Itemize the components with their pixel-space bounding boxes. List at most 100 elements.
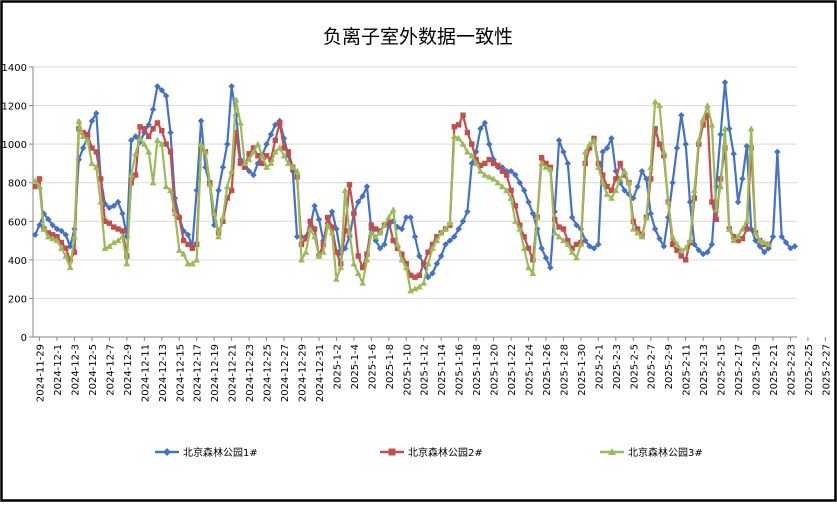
data-point <box>586 140 594 147</box>
data-point <box>459 218 467 225</box>
data-point <box>127 171 135 178</box>
data-point <box>490 160 497 167</box>
data-point <box>634 183 641 190</box>
data-point <box>486 140 493 148</box>
data-point <box>629 225 637 232</box>
data-point <box>586 243 593 250</box>
data-point <box>485 173 493 180</box>
data-point <box>498 183 506 190</box>
legend-marker <box>163 448 171 456</box>
data-point <box>464 208 471 215</box>
data-point <box>560 226 567 232</box>
data-point <box>411 285 419 292</box>
data-point <box>250 145 257 151</box>
data-point <box>529 210 537 217</box>
data-point <box>88 117 96 125</box>
data-point <box>699 250 707 258</box>
data-point <box>429 270 436 277</box>
data-point <box>565 237 571 244</box>
data-point <box>158 140 166 147</box>
data-point <box>215 233 222 240</box>
data-point <box>673 144 681 152</box>
data-point <box>743 142 750 150</box>
data-point <box>651 98 659 105</box>
data-point <box>268 156 274 163</box>
x-tick-label: 2024-12-7 <box>105 344 116 396</box>
data-point <box>529 269 537 276</box>
data-point <box>92 163 100 170</box>
data-point <box>761 248 768 256</box>
data-point <box>66 264 74 271</box>
data-point <box>49 235 57 242</box>
data-point <box>599 148 606 156</box>
data-point <box>197 140 205 147</box>
data-point <box>162 183 170 190</box>
data-point <box>258 152 266 159</box>
data-point <box>75 117 83 124</box>
data-point <box>319 248 327 255</box>
data-point <box>324 221 332 228</box>
data-point <box>136 134 144 141</box>
data-point <box>420 279 428 286</box>
data-point <box>293 233 301 240</box>
data-point <box>512 217 519 224</box>
data-point <box>271 148 279 155</box>
x-tick-label: 2025-2-25 <box>804 344 815 396</box>
data-point <box>171 210 179 217</box>
data-point <box>328 229 336 236</box>
data-point <box>678 253 685 259</box>
y-tick-label: 1000 <box>2 140 27 151</box>
data-point <box>250 171 257 179</box>
data-point <box>398 225 406 233</box>
x-tick-label: 2025-2-9 <box>664 344 675 389</box>
data-point <box>481 119 489 127</box>
data-point <box>516 179 523 186</box>
data-point <box>477 162 484 169</box>
data-point <box>612 167 620 175</box>
data-point <box>555 137 563 144</box>
data-point <box>215 187 222 194</box>
y-tick-label: 0 <box>21 333 27 344</box>
data-point <box>581 148 589 155</box>
x-tick-label: 2025-2-11 <box>682 344 693 396</box>
data-point <box>778 233 785 240</box>
legend-label: 北京森林公园3# <box>628 446 703 459</box>
data-point <box>490 175 497 182</box>
data-point <box>556 224 562 230</box>
data-point <box>389 206 397 213</box>
data-point <box>53 237 61 244</box>
data-point <box>525 198 532 206</box>
data-point <box>246 151 252 157</box>
data-point <box>233 129 239 136</box>
data-point <box>717 131 724 138</box>
data-point <box>31 177 39 184</box>
data-point <box>734 233 742 240</box>
data-point <box>307 218 313 224</box>
data-point <box>647 163 655 170</box>
data-point <box>721 125 729 132</box>
data-point <box>791 243 799 250</box>
data-point <box>756 243 764 250</box>
data-point <box>31 231 39 238</box>
data-point <box>472 160 480 167</box>
data-point <box>643 175 650 183</box>
data-point <box>254 160 262 167</box>
data-point <box>62 231 69 238</box>
data-point <box>149 106 157 113</box>
data-point <box>747 125 755 132</box>
data-point <box>223 183 231 190</box>
data-point <box>499 168 506 174</box>
x-tick-label: 2025-1-28 <box>559 344 570 396</box>
data-point <box>590 245 598 252</box>
data-point <box>612 187 620 194</box>
data-point <box>128 137 135 144</box>
data-point <box>328 208 336 215</box>
data-point <box>765 241 773 248</box>
data-point <box>242 164 248 170</box>
data-point <box>543 160 549 167</box>
data-point <box>106 242 113 249</box>
data-point <box>608 194 615 201</box>
data-point <box>774 148 781 156</box>
data-point <box>651 225 659 233</box>
x-tick-label: 2024-12-23 <box>245 344 256 402</box>
